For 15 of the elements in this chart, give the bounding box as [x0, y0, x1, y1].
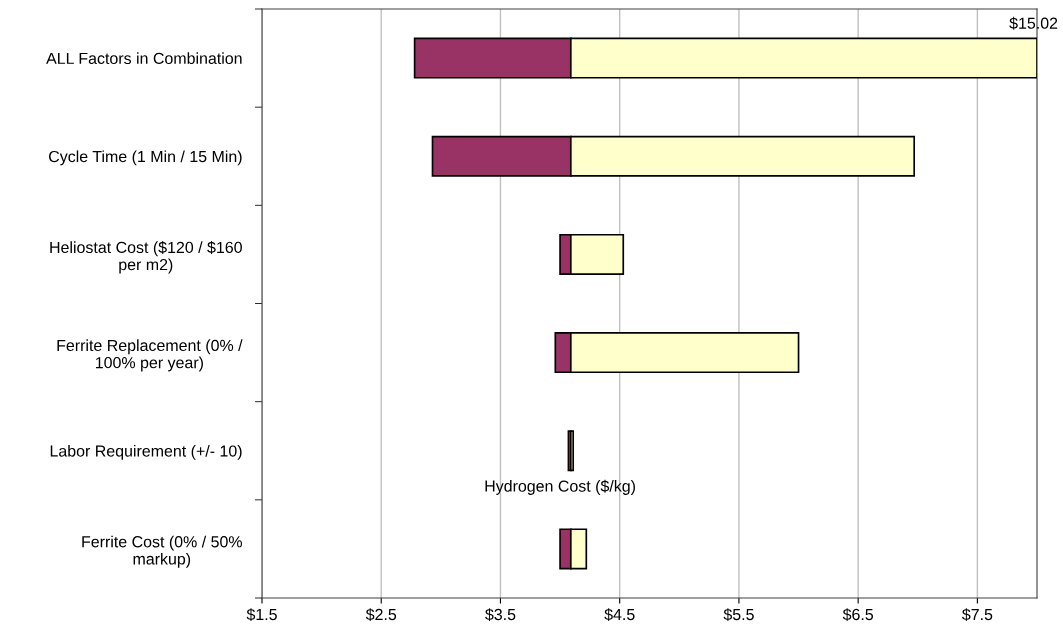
x-tick-label: $6.5 — [842, 608, 874, 622]
y-tick-label: Heliostat Cost ($120 / $160 per m2) — [50, 241, 242, 274]
y-tick-label: Labor Requirement (+/- 10) — [50, 444, 242, 460]
y-tick-label: Ferrite Replacement (0% / 100% per year) — [57, 339, 243, 372]
x-tick-label: $4.5 — [604, 608, 635, 622]
x-tick-label: $1.5 — [246, 608, 277, 622]
y-tick-label: Ferrite Cost (0% / 50% markup) — [82, 535, 242, 568]
annotation: $15.02 — [1009, 16, 1058, 30]
x-tick-label: $5.5 — [723, 608, 754, 622]
x-axis-title: Hydrogen Cost ($/kg) — [485, 479, 635, 495]
y-tick-label: ALL Factors in Combination — [46, 52, 242, 65]
y-tick-label: Cycle Time (1 Min / 15 Min) — [49, 150, 242, 166]
x-tick-label: $2.5 — [365, 608, 397, 622]
x-tick-label: $3.5 — [485, 608, 516, 622]
x-tick-label: $7.5 — [962, 608, 993, 622]
